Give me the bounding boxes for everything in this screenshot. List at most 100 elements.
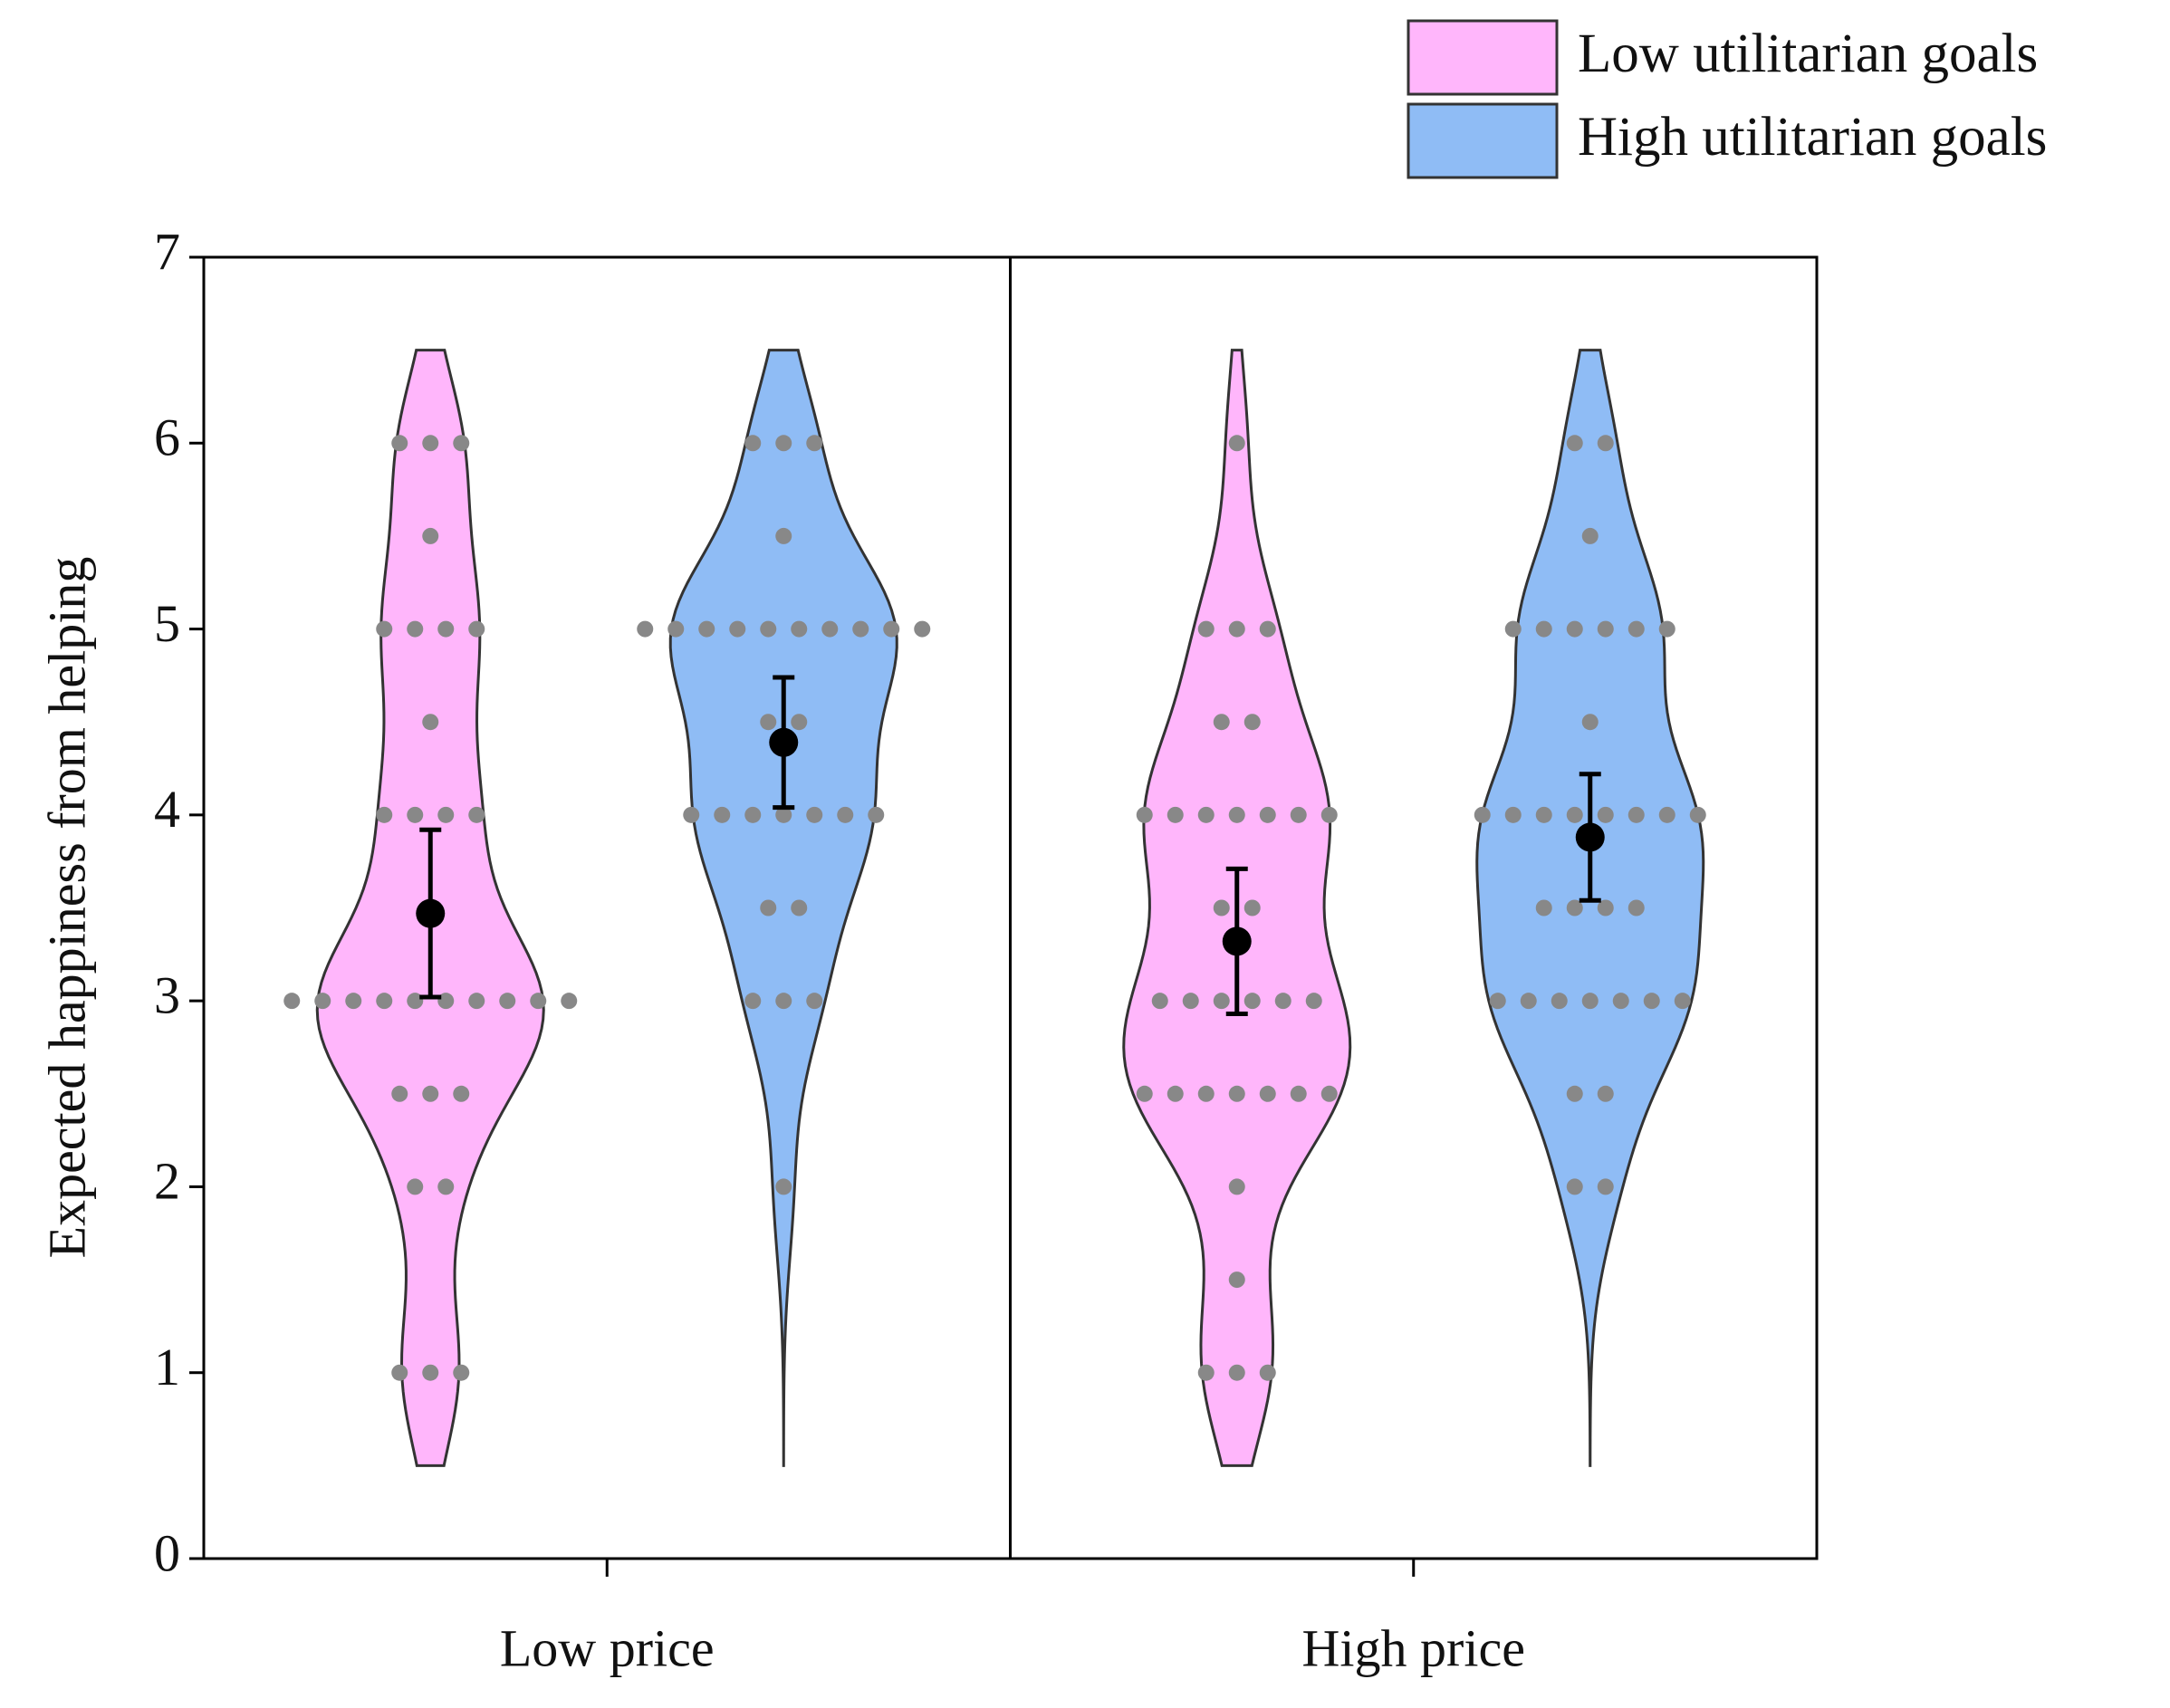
data-point <box>775 435 792 452</box>
data-point <box>376 620 393 638</box>
data-point <box>422 435 439 452</box>
data-point <box>1259 1364 1276 1381</box>
data-point <box>1612 993 1629 1010</box>
data-point <box>530 993 547 1010</box>
data-point <box>1504 806 1522 823</box>
data-point <box>1228 435 1245 452</box>
data-point <box>760 620 777 638</box>
data-point <box>1182 993 1199 1010</box>
data-point <box>1597 1085 1614 1102</box>
legend-swatch <box>1407 102 1559 179</box>
data-point <box>744 435 762 452</box>
data-point <box>1151 993 1168 1010</box>
data-point <box>1566 1178 1583 1195</box>
data-point <box>1566 435 1583 452</box>
data-point <box>1136 806 1153 823</box>
data-point <box>868 806 885 823</box>
data-point <box>1566 806 1583 823</box>
data-point <box>698 620 715 638</box>
data-point <box>1136 1085 1153 1102</box>
data-point <box>1597 806 1614 823</box>
data-point <box>437 806 455 823</box>
data-point <box>468 806 485 823</box>
data-point <box>1597 1178 1614 1195</box>
legend-label: Low utilitarian goals <box>1578 24 2038 84</box>
data-point <box>1305 993 1322 1010</box>
data-point <box>1566 899 1583 916</box>
data-point <box>1197 620 1215 638</box>
data-point <box>453 1364 470 1381</box>
data-point <box>407 993 424 1010</box>
data-point <box>667 620 685 638</box>
data-point <box>1259 1085 1276 1102</box>
violin <box>1475 349 1705 1467</box>
data-point <box>1213 993 1230 1010</box>
data-point <box>760 899 777 916</box>
data-point <box>821 620 839 638</box>
data-point <box>407 1178 424 1195</box>
data-point <box>468 620 485 638</box>
data-point <box>422 1364 439 1381</box>
legend-label: High utilitarian goals <box>1578 107 2047 168</box>
data-point <box>1628 806 1645 823</box>
data-point <box>453 435 470 452</box>
violin <box>668 349 898 1467</box>
data-point <box>422 527 439 544</box>
data-point <box>314 993 331 1010</box>
data-point <box>1213 899 1230 916</box>
data-point <box>453 1085 470 1102</box>
data-point <box>1197 1364 1215 1381</box>
data-point <box>1489 993 1506 1010</box>
y-tick-label: 5 <box>154 594 180 653</box>
data-point <box>1566 620 1583 638</box>
data-point <box>499 993 516 1010</box>
data-point <box>1274 993 1291 1010</box>
data-point <box>1520 993 1537 1010</box>
data-point <box>1535 899 1552 916</box>
data-point <box>1259 806 1276 823</box>
data-point <box>791 714 808 731</box>
data-point <box>1228 1364 1245 1381</box>
data-point <box>683 806 700 823</box>
data-point <box>1290 806 1307 823</box>
data-point <box>1674 993 1691 1010</box>
data-point <box>1628 620 1645 638</box>
data-point <box>437 1178 455 1195</box>
data-point <box>391 1085 408 1102</box>
data-point <box>1228 1178 1245 1195</box>
data-point <box>791 620 808 638</box>
data-point <box>1243 714 1261 731</box>
data-point <box>1228 620 1245 638</box>
data-point <box>914 620 931 638</box>
data-point <box>1228 1271 1245 1289</box>
data-point <box>1213 714 1230 731</box>
data-point <box>1167 806 1184 823</box>
y-tick-label: 1 <box>154 1338 180 1396</box>
data-point <box>1628 899 1645 916</box>
data-point <box>1320 1085 1338 1102</box>
data-point <box>1535 806 1552 823</box>
data-point <box>1551 993 1568 1010</box>
data-point <box>437 620 455 638</box>
data-point <box>806 806 823 823</box>
data-point <box>1197 1085 1215 1102</box>
data-point <box>729 620 746 638</box>
data-point <box>407 620 424 638</box>
x-tick-label: Low price <box>500 1618 715 1677</box>
mean-point <box>416 898 446 928</box>
y-tick-label: 7 <box>154 222 180 281</box>
data-point <box>1228 806 1245 823</box>
mean-point <box>769 727 799 757</box>
data-point <box>1320 806 1338 823</box>
data-point <box>391 1364 408 1381</box>
mean-point <box>1222 926 1252 956</box>
data-point <box>468 993 485 1010</box>
data-point <box>1566 1085 1583 1102</box>
data-point <box>1243 899 1261 916</box>
data-point <box>1474 806 1491 823</box>
y-tick-label: 3 <box>154 965 180 1024</box>
data-point <box>791 899 808 916</box>
data-point <box>837 806 854 823</box>
data-point <box>1504 620 1522 638</box>
